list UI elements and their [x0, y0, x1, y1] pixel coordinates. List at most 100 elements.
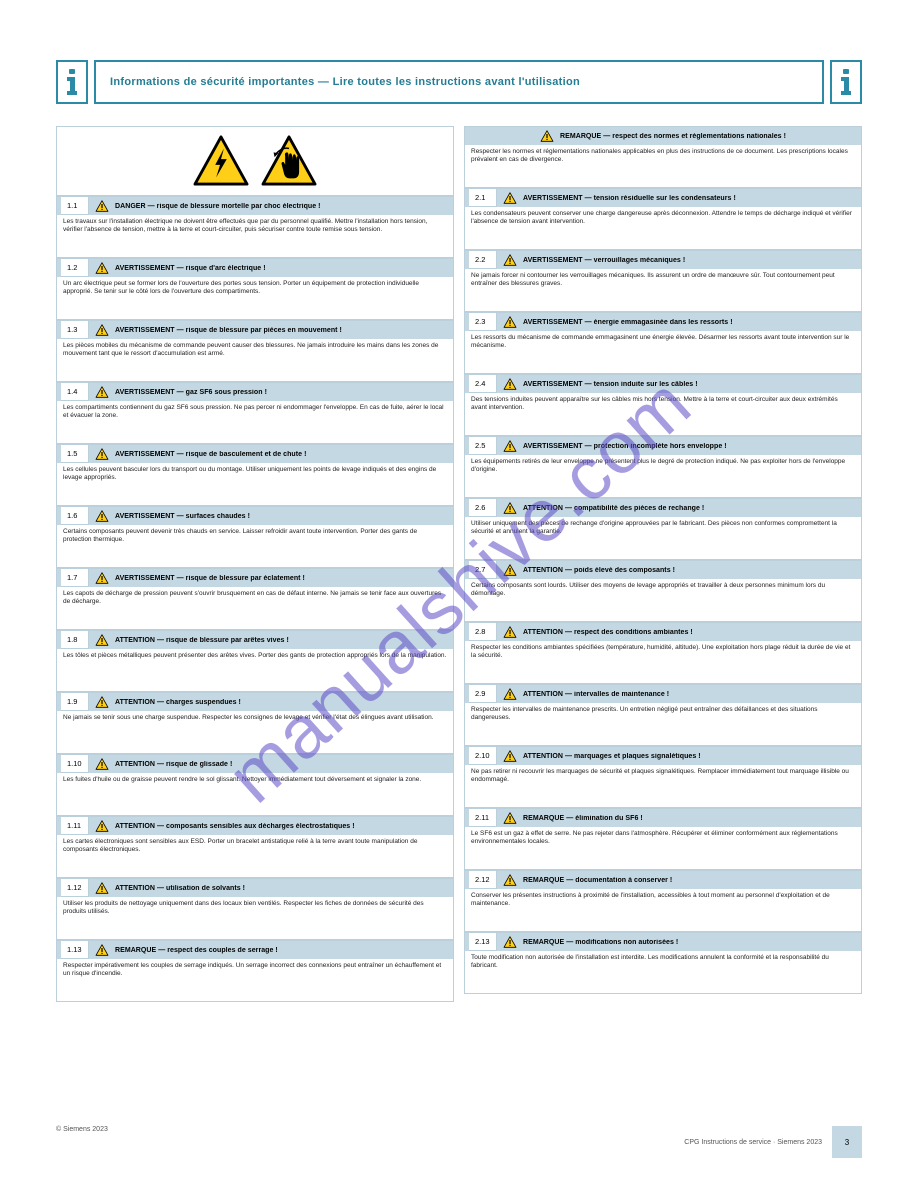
cell-body: Les pièces mobiles du mécanisme de comma… [57, 339, 453, 381]
cell-heading: ATTENTION — respect des conditions ambia… [523, 629, 693, 636]
cell-heading: REMARQUE — respect des couples de serrag… [115, 947, 278, 954]
cell-body: Certains composants sont lourds. Utilise… [465, 579, 861, 621]
cell-body: Des tensions induites peuvent apparaître… [465, 393, 861, 435]
cell-heading: ATTENTION — poids élevé des composants ! [523, 567, 675, 574]
cell-header: 2.3AVERTISSEMENT — énergie emmagasinée d… [465, 313, 861, 331]
warning-triangle-icon [95, 510, 109, 522]
cell-header: 1.4 AVERTISSEMENT — gaz SF6 sous pression… [57, 383, 453, 401]
cell-header: 2.13REMARQUE — modifications non autoris… [465, 933, 861, 951]
warning-triangle-icon [95, 262, 109, 274]
cell-body: Utiliser les produits de nettoyage uniqu… [57, 897, 453, 939]
warning-cell: 2.10ATTENTION — marquages et plaques sig… [464, 746, 862, 808]
cell-heading: DANGER — risque de blessure mortelle par… [115, 203, 321, 210]
cell-header: 2.11REMARQUE — élimination du SF6 ! [465, 809, 861, 827]
warning-cell: 1.4 AVERTISSEMENT — gaz SF6 sous pression… [56, 382, 454, 444]
title-text: Informations de sécurité importantes — L… [110, 76, 580, 88]
cell-header: 1.3AVERTISSEMENT — risque de blessure pa… [57, 321, 453, 339]
cell-body: Les travaux sur l'installation électriqu… [57, 215, 453, 257]
cell-body: Les compartiments contiennent du gaz SF6… [57, 401, 453, 443]
warning-triangle-icon [503, 378, 517, 390]
warning-triangle-icon [503, 936, 517, 948]
column-left: 1.1 DANGER — risque de blessure mortelle … [56, 126, 454, 1002]
cell-heading: AVERTISSEMENT — tension induite sur les … [523, 381, 698, 388]
cell-heading: AVERTISSEMENT — risque de blessure par p… [115, 327, 342, 334]
cell-heading: AVERTISSEMENT — tension résiduelle sur l… [523, 195, 736, 202]
cell-body: Ne jamais forcer ni contourner les verro… [465, 269, 861, 311]
warning-triangle-icon [503, 688, 517, 700]
cell-heading: REMARQUE — modifications non autorisées … [523, 939, 678, 946]
cell-header: 1.13 REMARQUE — respect des couples de se… [57, 941, 453, 959]
warning-cell: 2.6ATTENTION — compatibilité des pièces … [464, 498, 862, 560]
warning-cell: 1.3AVERTISSEMENT — risque de blessure pa… [56, 320, 454, 382]
warning-triangle-icon [503, 626, 517, 638]
cell-body: Respecter les normes et réglementations … [465, 145, 861, 187]
warning-triangle-icon [95, 448, 109, 460]
warning-cell: 1.10 ATTENTION — risque de glissade ! Les … [56, 754, 454, 816]
warning-cell: 2.9ATTENTION — intervalles de maintenanc… [464, 684, 862, 746]
warning-cell: 2.5AVERTISSEMENT — protection incomplète… [464, 436, 862, 498]
warning-triangle-icon [95, 944, 109, 956]
cell-body: Respecter impérativement les couples de … [57, 959, 453, 1001]
cell-body: Les tôles et pièces métalliques peuvent … [57, 649, 453, 691]
cell-header: 2.4 AVERTISSEMENT — tension induite sur l… [465, 375, 861, 393]
cell-header: 1.9ATTENTION — charges suspendues ! [57, 693, 453, 711]
warning-cell: REMARQUE — respect des normes et régleme… [464, 126, 862, 188]
cell-body: Certains composants peuvent devenir très… [57, 525, 453, 567]
warning-triangle-icon [95, 324, 109, 336]
cell-heading: ATTENTION — risque de glissade ! [115, 761, 232, 768]
warning-cell: 2.8 ATTENTION — respect des conditions am… [464, 622, 862, 684]
column-right: REMARQUE — respect des normes et régleme… [464, 126, 862, 1002]
cell-number: 2.1 [469, 189, 497, 207]
cell-heading: AVERTISSEMENT — risque de basculement et… [115, 451, 306, 458]
warning-cell: 2.12 REMARQUE — documentation à conserver… [464, 870, 862, 932]
cell-number: 1.1 [61, 197, 89, 215]
cell-body: Conserver les présentes instructions à p… [465, 889, 861, 931]
warning-triangle-icon [95, 634, 109, 646]
cell-number: 1.13 [61, 941, 89, 959]
cell-body: Les capots de décharge de pression peuve… [57, 587, 453, 629]
cell-number: 1.10 [61, 755, 89, 773]
cell-number: 1.4 [61, 383, 89, 401]
warning-cell: 2.2AVERTISSEMENT — verrouillages mécaniq… [464, 250, 862, 312]
warning-cell: 2.3AVERTISSEMENT — énergie emmagasinée d… [464, 312, 862, 374]
footer: © Siemens 2023 CPG Instructions de servi… [56, 1126, 862, 1158]
title-box: Informations de sécurité importantes — L… [94, 60, 824, 104]
footer-left: © Siemens 2023 [56, 1126, 108, 1158]
warning-triangle-icon [503, 874, 517, 886]
cell-header: 1.2AVERTISSEMENT — risque d'arc électriq… [57, 259, 453, 277]
electric-hazard-icon [191, 135, 251, 187]
warning-triangle-icon [95, 882, 109, 894]
cell-header: 2.9ATTENTION — intervalles de maintenanc… [465, 685, 861, 703]
cell-heading: REMARQUE — documentation à conserver ! [523, 877, 672, 884]
warning-triangle-icon [540, 130, 554, 142]
cell-header: 1.7AVERTISSEMENT — risque de blessure pa… [57, 569, 453, 587]
warning-triangle-icon [503, 440, 517, 452]
cell-number: 1.7 [61, 569, 89, 587]
cell-header: 1.10 ATTENTION — risque de glissade ! [57, 755, 453, 773]
cell-header: 1.11ATTENTION — composants sensibles aux… [57, 817, 453, 835]
esd-hazard-icon [259, 135, 319, 187]
title-row: Informations de sécurité importantes — L… [56, 60, 862, 104]
cell-header: 2.2AVERTISSEMENT — verrouillages mécaniq… [465, 251, 861, 269]
cell-heading: AVERTISSEMENT — protection incomplète ho… [523, 443, 727, 450]
cell-number: 2.8 [469, 623, 497, 641]
cell-number: 2.2 [469, 251, 497, 269]
cell-heading: ATTENTION — composants sensibles aux déc… [115, 823, 355, 830]
warning-triangle-icon [503, 502, 517, 514]
cell-heading: REMARQUE — élimination du SF6 ! [523, 815, 643, 822]
warning-triangle-icon [95, 386, 109, 398]
warning-triangle-icon [503, 316, 517, 328]
hazard-triangles-box [56, 126, 454, 196]
info-icon-left [56, 60, 88, 104]
warning-triangle-icon [95, 758, 109, 770]
cell-body: Les fuites d'huile ou de graisse peuvent… [57, 773, 453, 815]
cell-number: 2.12 [469, 871, 497, 889]
page-number: 3 [832, 1126, 862, 1158]
warning-cell: 1.8ATTENTION — risque de blessure par ar… [56, 630, 454, 692]
footer-right: CPG Instructions de service · Siemens 20… [684, 1139, 822, 1146]
cell-heading: AVERTISSEMENT — gaz SF6 sous pression ! [115, 389, 267, 396]
cell-heading: ATTENTION — utilisation de solvants ! [115, 885, 245, 892]
cell-header: REMARQUE — respect des normes et régleme… [465, 127, 861, 145]
cell-header: 1.5AVERTISSEMENT — risque de basculement… [57, 445, 453, 463]
cell-number: 2.4 [469, 375, 497, 393]
